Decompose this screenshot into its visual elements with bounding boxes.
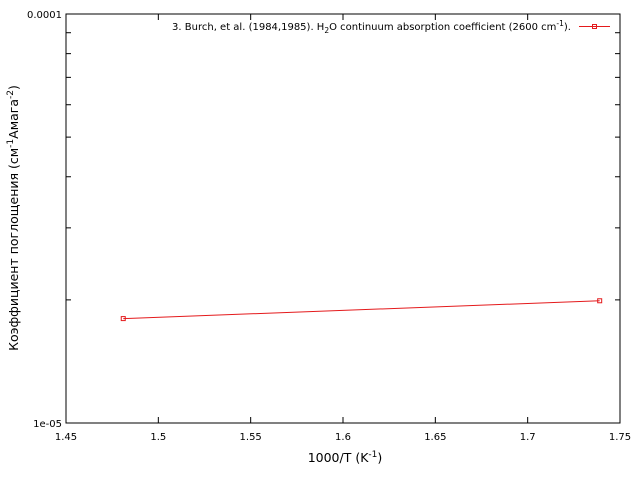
series-line-1 — [123, 300, 600, 320]
legend: 3. Burch, et al. (1984,1985). H2O contin… — [172, 19, 610, 35]
minor-ticks-group — [66, 32, 620, 301]
y-axis-label: Коэффициент поглощения (см-1Амага-2) — [6, 85, 21, 351]
data-point — [597, 298, 603, 304]
y-tick-label: 1e-05 — [33, 419, 62, 430]
x-tick-label: 1.55 — [240, 432, 262, 443]
x-tick-label: 1.5 — [150, 432, 166, 443]
legend-label-series-1: 3. Burch, et al. (1984,1985). H2O contin… — [172, 19, 571, 35]
series-group — [120, 298, 603, 322]
data-point — [120, 316, 126, 322]
legend-swatch-marker — [592, 24, 597, 29]
x-tick-label: 1.65 — [424, 432, 446, 443]
x-axis-label: 1000/T (K-1) — [308, 450, 383, 465]
x-tick-label: 1.6 — [335, 432, 351, 443]
y-ticks-group: 1e-05 0.0001 — [27, 10, 620, 430]
y-tick-label: 0.0001 — [27, 10, 62, 21]
x-tick-label: 1.75 — [609, 432, 631, 443]
x-tick-label: 1.45 — [55, 432, 77, 443]
x-tick-label: 1.7 — [520, 432, 536, 443]
x-ticks-group: 1.45 1.5 1.55 1.6 1.65 1.7 1.75 — [55, 14, 631, 443]
